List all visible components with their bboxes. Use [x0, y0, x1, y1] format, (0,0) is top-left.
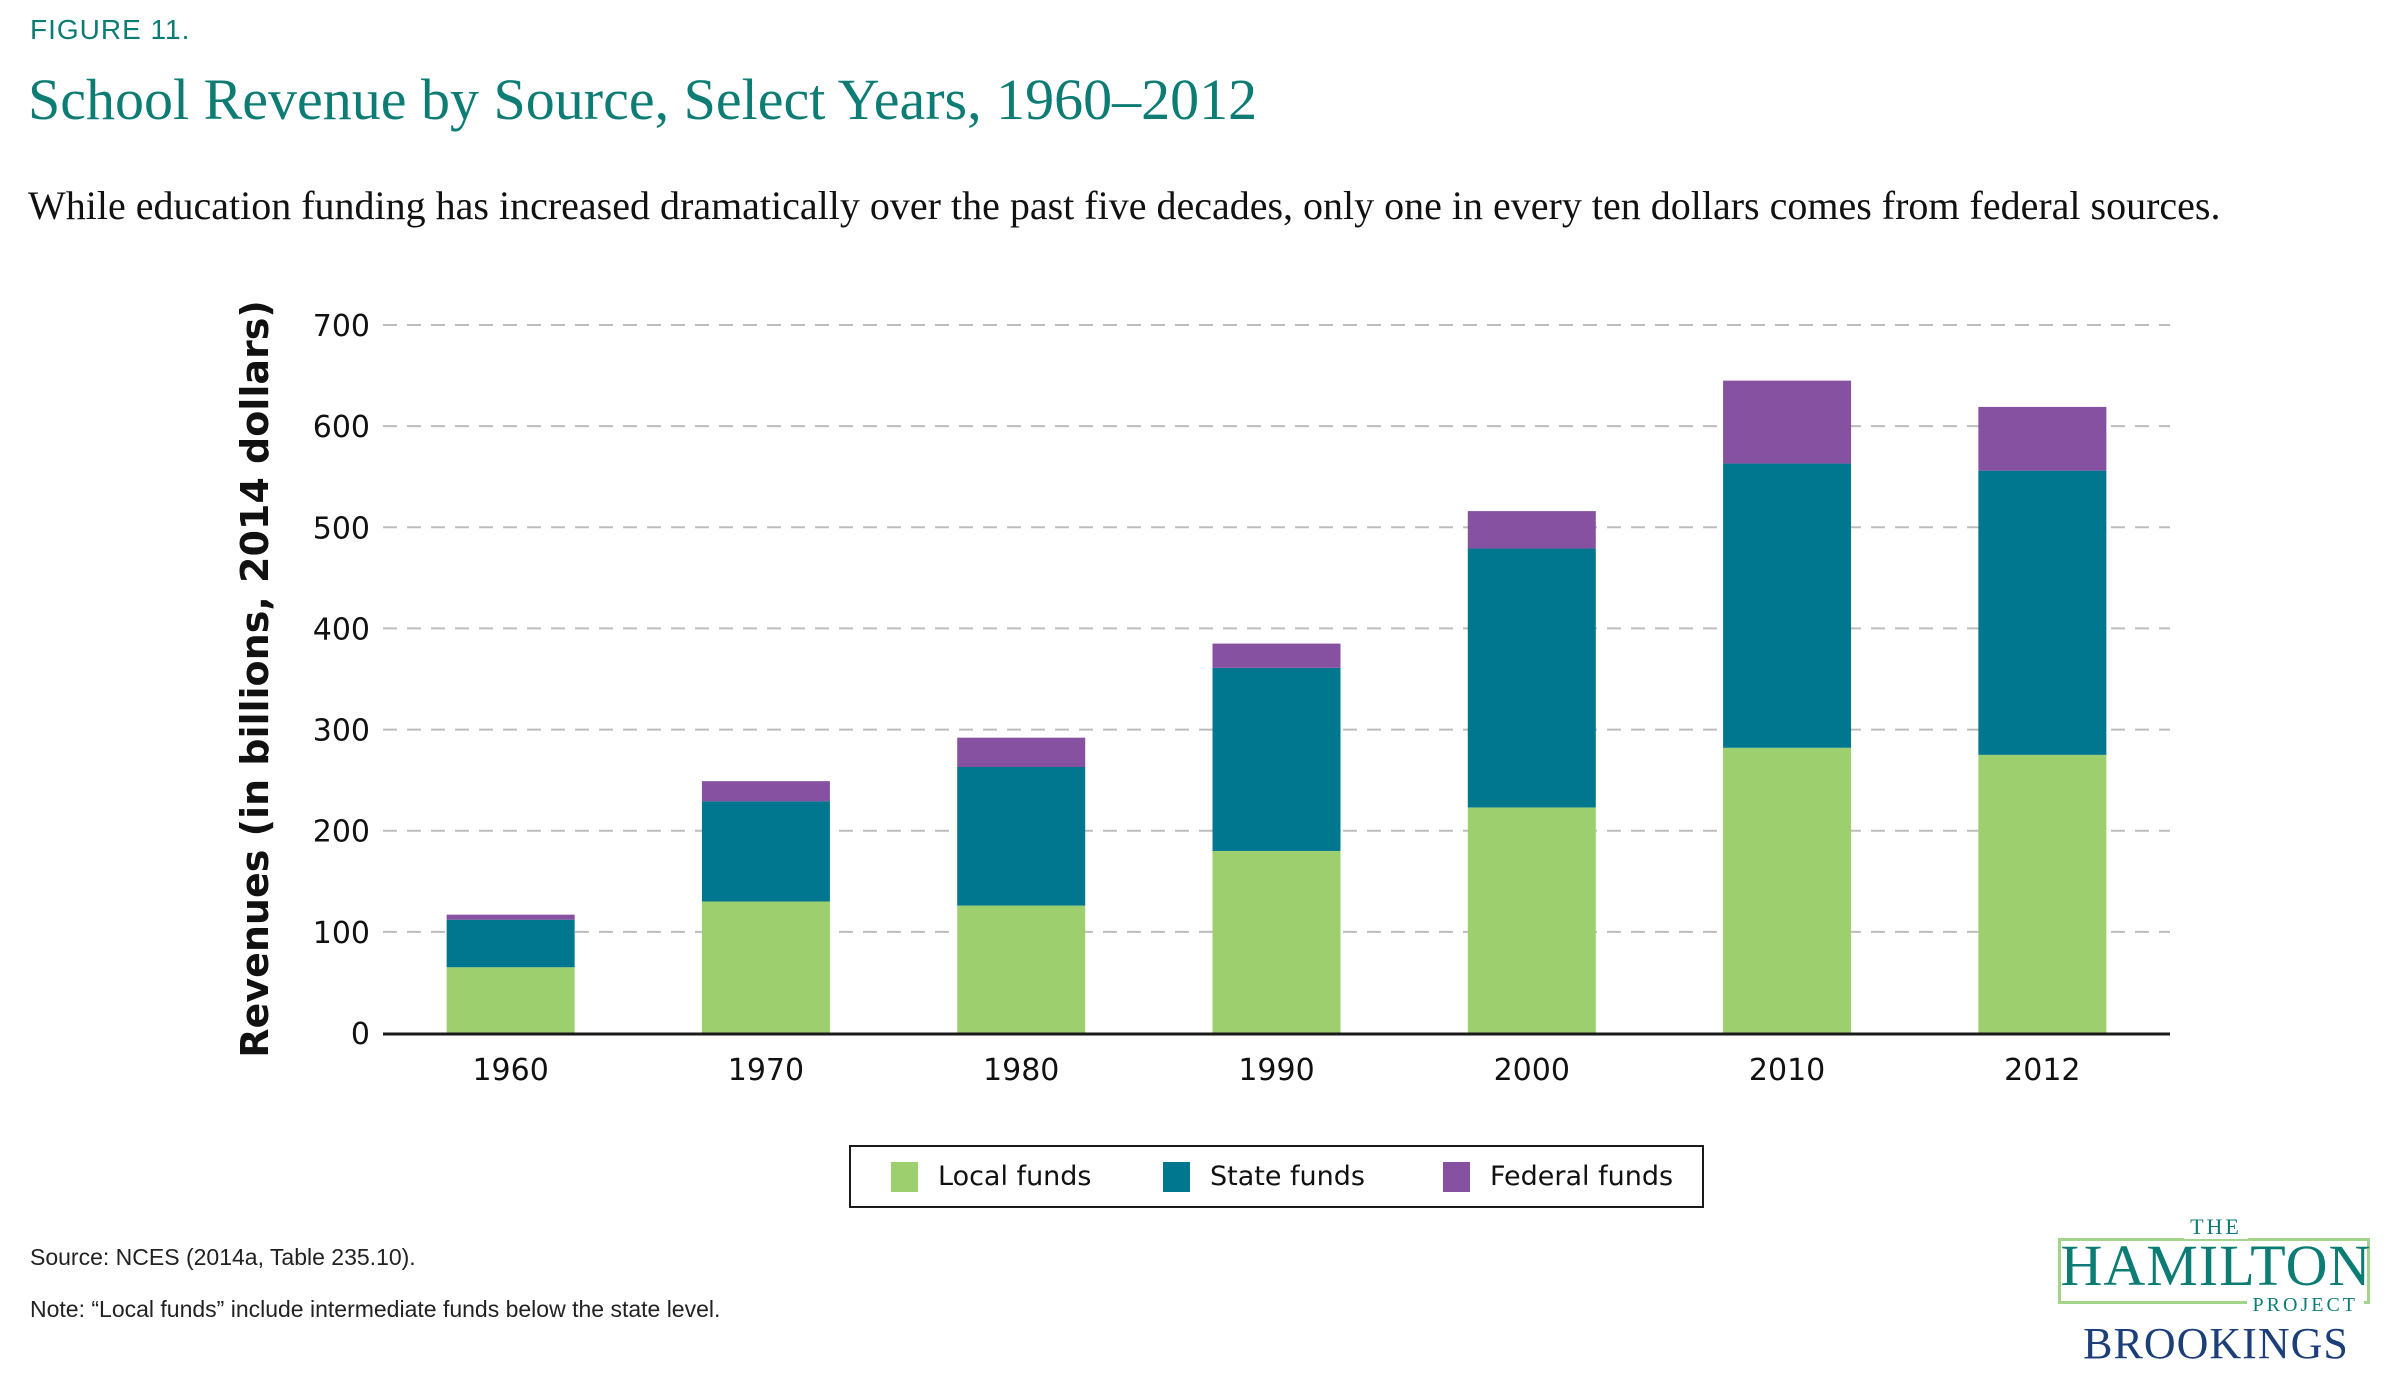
legend-item-local: Local funds [891, 1161, 1092, 1192]
legend-swatch-federal [1443, 1161, 1470, 1192]
bar-state-funds-1980 [957, 766, 1086, 906]
legend-item-state: State funds [1163, 1161, 1365, 1192]
bar-federal-funds-2000 [1467, 511, 1596, 549]
bar-federal-funds-2010 [1723, 380, 1852, 464]
y-tick-label: 300 [313, 714, 370, 749]
x-tick-label: 1970 [728, 1053, 804, 1088]
bar-federal-funds-1990 [1212, 643, 1341, 668]
source-note: Source: NCES (2014a, Table 235.10). [30, 1244, 416, 1270]
x-tick-label: 1980 [983, 1053, 1059, 1088]
y-tick-label: 200 [313, 815, 370, 850]
logo-the: THE [2184, 1214, 2248, 1239]
y-tick-label: 700 [313, 309, 370, 344]
bar-state-funds-1970 [701, 801, 830, 902]
logo-frame [2058, 1238, 2370, 1304]
x-tick-labels: 1960 1970 1980 1990 2000 2010 2012 [472, 1053, 2080, 1088]
bar-local-funds-1970 [701, 901, 830, 1033]
stacked-bar-chart: 0 100 200 300 400 500 600 700 1960 1970 1980 1990 2… [233, 300, 2170, 1088]
bar-federal-funds-1980 [957, 737, 1086, 767]
bar-state-funds-1990 [1212, 667, 1341, 851]
logo-project: PROJECT [2246, 1294, 2364, 1316]
legend-label-local: Local funds [938, 1161, 1092, 1192]
logo-brookings: BROOKINGS [2083, 1319, 2349, 1368]
bar-federal-funds-1970 [701, 781, 830, 802]
bar-local-funds-1980 [957, 905, 1086, 1033]
x-tick-label: 2000 [1494, 1053, 1570, 1088]
x-tick-label: 1960 [472, 1053, 548, 1088]
bar-local-funds-2000 [1467, 807, 1596, 1033]
figure-label: FIGURE 11. [30, 14, 191, 45]
y-axis-label: Revenues (in billions, 2014 dollars) [233, 300, 277, 1057]
x-tick-label: 2012 [2004, 1053, 2080, 1088]
chart-subtitle: While education funding has increased dr… [28, 183, 2221, 228]
bar-federal-funds-1960 [446, 914, 575, 920]
chart-title: School Revenue by Source, Select Years, … [28, 67, 1258, 132]
bar-local-funds-1990 [1212, 850, 1341, 1033]
footnote: Note: “Local funds” include intermediate… [30, 1296, 721, 1322]
gridlines [383, 324, 2170, 933]
y-tick-labels: 0 100 200 300 400 500 600 700 [313, 309, 370, 1052]
bars [446, 380, 2107, 1033]
y-tick-label: 400 [313, 612, 370, 647]
legend-swatch-state [1163, 1161, 1190, 1192]
y-tick-label: 500 [313, 511, 370, 546]
bar-local-funds-1960 [446, 967, 575, 1033]
legend-label-federal: Federal funds [1490, 1161, 1674, 1192]
hamilton-brookings-logo: THE HAMILTON PROJECT BROOKINGS [2058, 1214, 2374, 1368]
bar-state-funds-2010 [1723, 463, 1852, 748]
x-tick-label: 2010 [1749, 1053, 1825, 1088]
y-tick-label: 600 [313, 410, 370, 445]
legend-label-state: State funds [1210, 1161, 1365, 1192]
bar-federal-funds-2012 [1978, 406, 2107, 471]
bar-state-funds-2000 [1467, 548, 1596, 808]
y-tick-label: 0 [351, 1017, 370, 1052]
legend-swatch-local [891, 1161, 918, 1192]
x-tick-label: 1990 [1238, 1053, 1314, 1088]
bar-local-funds-2010 [1723, 747, 1852, 1033]
legend: Local funds State funds Federal funds [849, 1145, 1704, 1208]
y-tick-label: 100 [313, 916, 370, 951]
logo-hamilton: HAMILTON [2060, 1233, 2372, 1298]
bar-state-funds-2012 [1978, 470, 2107, 755]
legend-item-federal: Federal funds [1443, 1161, 1673, 1192]
bar-state-funds-1960 [446, 919, 575, 968]
bar-local-funds-2012 [1978, 754, 2107, 1033]
